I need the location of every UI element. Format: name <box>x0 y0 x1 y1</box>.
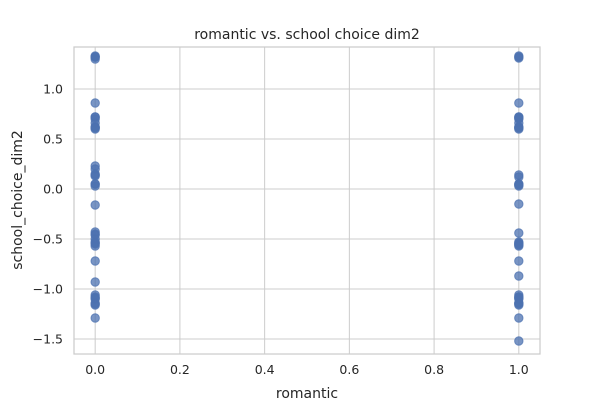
data-point <box>514 336 524 346</box>
x-tick-label: 0.4 <box>255 362 275 377</box>
x-tick-labels: 0.0 0.2 0.4 0.6 0.8 1.0 <box>85 362 529 377</box>
data-point <box>90 230 100 240</box>
data-point <box>90 299 100 309</box>
data-point <box>514 122 524 132</box>
data-point <box>514 98 524 108</box>
data-point <box>514 240 524 250</box>
plot-frame <box>73 46 541 355</box>
data-point <box>514 313 524 323</box>
data-point <box>514 299 524 309</box>
x-tick-label: 0.0 <box>85 362 105 377</box>
data-point <box>90 179 100 189</box>
x-tick-label: 1.0 <box>509 362 529 377</box>
y-tick-label: 1.0 <box>43 82 63 97</box>
data-point <box>514 271 524 281</box>
x-tick-label: 0.2 <box>170 362 190 377</box>
data-point <box>90 52 100 62</box>
data-point <box>90 123 100 133</box>
x-tick-label: 0.6 <box>339 362 359 377</box>
y-tick-label: 0.5 <box>43 132 63 147</box>
data-point <box>90 98 100 108</box>
data-point <box>90 313 100 323</box>
data-point <box>90 200 100 210</box>
y-tick-label: −1.0 <box>33 282 63 297</box>
x-tick-label: 0.8 <box>424 362 444 377</box>
y-tick-label: 0.0 <box>43 182 63 197</box>
data-point <box>514 256 524 266</box>
chart-title: romantic vs. school choice dim2 <box>194 27 420 43</box>
data-point <box>90 256 100 266</box>
scatter-points <box>90 51 524 346</box>
data-point <box>90 238 100 248</box>
data-point <box>90 112 100 122</box>
grid <box>74 47 540 354</box>
data-point <box>514 179 524 189</box>
data-point <box>90 170 100 180</box>
data-point <box>514 228 524 238</box>
y-tick-label: −1.5 <box>33 332 63 347</box>
data-point <box>514 199 524 209</box>
data-point <box>514 52 524 62</box>
y-tick-label: −0.5 <box>33 232 63 247</box>
data-point <box>90 277 100 287</box>
data-point <box>514 113 524 123</box>
y-tick-labels: −1.5 −1.0 −0.5 0.0 0.5 1.0 <box>33 82 63 347</box>
x-axis-label: romantic <box>276 386 338 400</box>
y-axis-label: school_choice_dim2 <box>10 130 26 270</box>
